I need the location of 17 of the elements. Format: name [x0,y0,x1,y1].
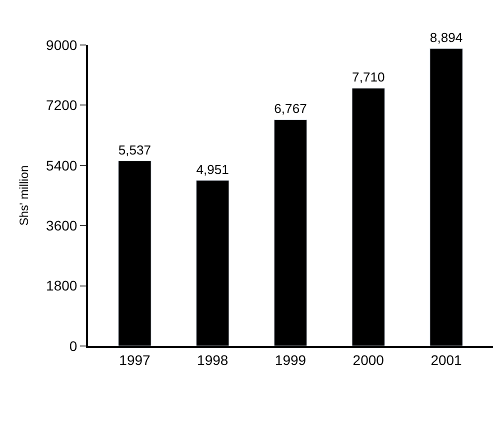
data-label: 8,894 [430,30,463,46]
y-tick-label: 7200 [46,97,78,114]
y-tick-label: 5400 [46,157,78,174]
y-tick-label: 3600 [46,218,78,234]
y-tick-label: 0 [69,338,78,354]
data-label: 6,767 [274,101,307,116]
y-tick-label: 9000 [46,36,78,53]
data-label: 5,537 [118,142,152,158]
y-axis-title: Shs' million [16,165,31,226]
x-tick-label: 2001 [430,352,462,368]
x-tick-label: 1999 [274,352,306,368]
x-tick-label: 1997 [119,352,151,368]
data-label: 7,710 [352,70,385,85]
y-tick-label: 1800 [46,278,78,294]
x-tick-label: 1998 [197,352,228,368]
x-tick-label: 2000 [352,352,384,368]
data-label: 4,951 [196,162,229,177]
